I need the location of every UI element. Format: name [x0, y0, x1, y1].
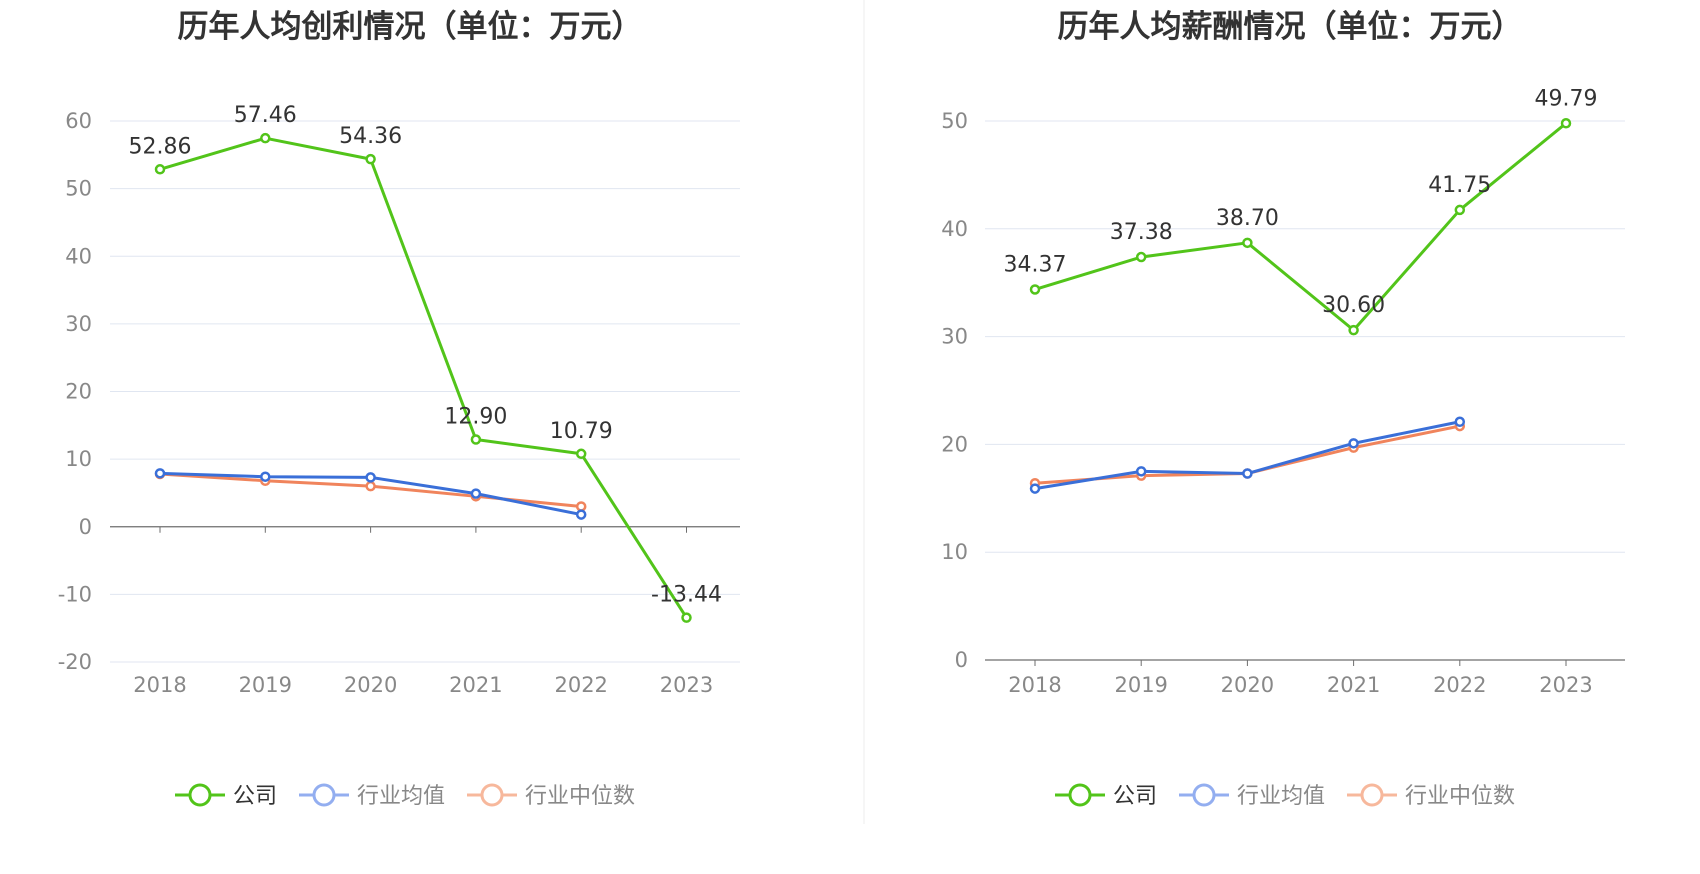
data-point — [154, 164, 166, 175]
y-tick-label: 20 — [65, 380, 92, 404]
legend-label: 行业均值 — [1237, 784, 1325, 809]
data-point — [1454, 204, 1466, 216]
legend-marker-icon — [312, 783, 336, 807]
y-tick-label: 50 — [65, 177, 92, 201]
data-point — [260, 471, 271, 482]
data-label: 30.60 — [1322, 293, 1385, 318]
legend-item-0[interactable]: 公司 — [175, 783, 277, 809]
data-point — [470, 488, 482, 499]
data-label: 52.86 — [129, 134, 192, 159]
data-label: -13.44 — [651, 583, 722, 608]
y-tick-label: 20 — [941, 432, 968, 456]
data-point — [260, 132, 271, 144]
data-label: 54.36 — [339, 124, 402, 149]
data-point — [1029, 483, 1041, 494]
x-tick-label: 2023 — [660, 673, 713, 697]
legend-label: 行业中位数 — [525, 784, 635, 809]
x-tick-label: 2021 — [449, 673, 502, 697]
chart-salary-per-capita: 历年人均薪酬情况（单位：万元） 0 10 20 30 40 50 2018 2019 2020 2… — [941, 9, 1625, 809]
legend-item-2[interactable]: 行业中位数 — [1347, 783, 1515, 809]
legend-label: 公司 — [233, 784, 277, 809]
data-point — [1242, 468, 1253, 479]
x-tick-label: 2018 — [1008, 673, 1061, 697]
data-point — [1135, 466, 1147, 477]
data-point — [1560, 118, 1572, 129]
legend-marker-icon — [188, 783, 212, 807]
data-label: 49.79 — [1535, 86, 1598, 111]
data-point — [575, 501, 587, 512]
data-point — [470, 434, 482, 445]
data-point — [154, 468, 166, 479]
chart-profit-per-capita: 历年人均创利情况（单位：万元） -20 -10 0 10 20 30 40 50 60 2018 2… — [58, 9, 740, 809]
chart-title: 历年人均创利情况（单位：万元） — [178, 9, 643, 45]
data-point — [1348, 438, 1359, 449]
x-tick-label: 2021 — [1327, 673, 1380, 697]
data-point — [575, 448, 587, 460]
data-label: 37.38 — [1110, 220, 1173, 245]
data-point — [1348, 324, 1359, 336]
x-tick-label: 2018 — [133, 673, 186, 697]
x-tick-label: 2020 — [344, 673, 397, 697]
data-label: 34.37 — [1004, 252, 1067, 277]
data-point — [365, 480, 376, 492]
legend-marker-icon — [1360, 783, 1384, 807]
y-tick-label: 10 — [65, 447, 92, 471]
legend-label: 行业均值 — [357, 784, 445, 809]
data-label: 38.70 — [1216, 206, 1279, 231]
legend-label: 公司 — [1113, 784, 1157, 809]
x-tick-label: 2022 — [554, 673, 607, 697]
y-tick-label: 10 — [941, 540, 968, 564]
x-tick-label: 2022 — [1433, 673, 1486, 697]
legend: 公司 行业均值 行业中位数 — [1055, 783, 1515, 809]
data-point — [681, 612, 692, 623]
data-label: 10.79 — [550, 419, 613, 444]
y-tick-label: 0 — [955, 648, 968, 672]
y-tick-label: 30 — [65, 312, 92, 336]
y-tick-label: 30 — [941, 325, 968, 349]
legend: 公司 行业均值 行业中位数 — [175, 783, 635, 809]
data-point — [1454, 416, 1466, 428]
data-point — [1242, 237, 1253, 249]
data-label: 41.75 — [1428, 173, 1491, 198]
y-tick-label: -10 — [58, 582, 92, 606]
legend-marker-icon — [480, 783, 504, 807]
data-point — [575, 509, 587, 520]
x-tick-label: 2019 — [1114, 673, 1167, 697]
y-tick-label: 0 — [79, 515, 92, 539]
legend-item-1[interactable]: 行业均值 — [1179, 783, 1325, 809]
series-line-0 — [159, 136, 688, 619]
legend-marker-icon — [1068, 783, 1092, 807]
legend-item-2[interactable]: 行业中位数 — [467, 783, 635, 809]
x-tick-label: 2020 — [1221, 673, 1274, 697]
y-tick-label: 60 — [65, 109, 92, 133]
data-point — [1135, 251, 1147, 263]
chart-title: 历年人均薪酬情况（单位：万元） — [1058, 9, 1523, 45]
data-point — [1029, 284, 1041, 295]
data-point — [365, 153, 376, 165]
y-tick-label: 50 — [941, 109, 968, 133]
data-label: 12.90 — [444, 405, 507, 430]
x-tick-label: 2019 — [239, 673, 292, 697]
y-tick-label: 40 — [65, 244, 92, 268]
x-tick-label: 2023 — [1539, 673, 1592, 697]
legend-item-1[interactable]: 行业均值 — [299, 783, 445, 809]
legend-item-0[interactable]: 公司 — [1055, 783, 1157, 809]
data-point — [365, 472, 376, 483]
y-tick-label: 40 — [941, 217, 968, 241]
data-label: 57.46 — [234, 103, 297, 128]
series-line-0 — [1034, 122, 1567, 332]
legend-marker-icon — [1192, 783, 1216, 807]
y-tick-label: -20 — [58, 650, 92, 674]
legend-label: 行业中位数 — [1405, 784, 1515, 809]
